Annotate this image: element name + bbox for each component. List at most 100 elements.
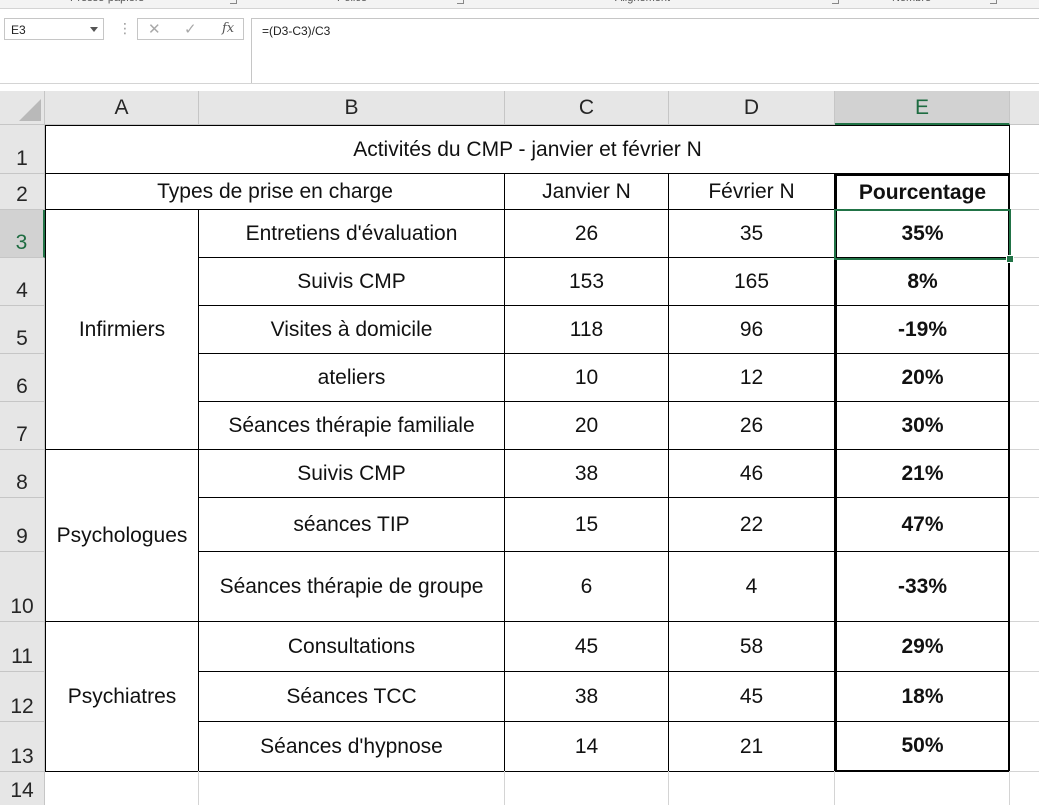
header-february-cell[interactable]: Février N <box>669 174 835 210</box>
february-cell[interactable]: 35 <box>669 210 835 258</box>
row-header-1[interactable]: 1 <box>0 125 45 174</box>
february-cell[interactable]: 21 <box>669 722 835 772</box>
ribbon-group-alignment[interactable]: Alignement <box>615 0 670 4</box>
january-cell[interactable]: 6 <box>505 552 669 622</box>
percentage-cell[interactable]: 35% <box>835 210 1010 258</box>
number-launcher-icon[interactable] <box>990 0 997 4</box>
chevron-down-icon[interactable] <box>90 27 98 32</box>
percentage-cell[interactable]: 8% <box>835 258 1010 306</box>
ribbon-group-clipboard[interactable]: Presse-papiers <box>70 0 144 4</box>
january-cell[interactable]: 118 <box>505 306 669 354</box>
column-header-b[interactable]: B <box>199 91 505 125</box>
row-number: 12 <box>10 695 34 718</box>
insert-function-icon[interactable]: fx <box>222 21 235 36</box>
gridline <box>834 771 835 805</box>
row-header-10[interactable]: 10 <box>0 552 45 622</box>
header-january-cell[interactable]: Janvier N <box>505 174 669 210</box>
type-cell[interactable]: Entretiens d'évaluation <box>199 210 505 258</box>
row-header-8[interactable]: 8 <box>0 450 45 498</box>
row-header-7[interactable]: 7 <box>0 402 45 450</box>
fill-handle[interactable] <box>1006 255 1014 263</box>
february-cell[interactable]: 165 <box>669 258 835 306</box>
february-cell[interactable]: 26 <box>669 402 835 450</box>
sheet-title-cell[interactable]: Activités du CMP - janvier et février N <box>45 125 1010 174</box>
january-cell[interactable]: 26 <box>505 210 669 258</box>
header-percentage-cell[interactable]: Pourcentage <box>835 174 1010 210</box>
percentage-cell[interactable]: 18% <box>835 672 1010 722</box>
row-header-9[interactable]: 9 <box>0 498 45 552</box>
cancel-icon[interactable]: ✕ <box>148 21 161 38</box>
ribbon-group-number[interactable]: Nombre <box>892 0 931 4</box>
type-cell[interactable]: Consultations <box>199 622 505 672</box>
select-all-triangle-icon <box>19 99 41 121</box>
february-cell[interactable]: 58 <box>669 622 835 672</box>
january-cell[interactable]: 45 <box>505 622 669 672</box>
type-cell[interactable]: Séances thérapie familiale <box>199 402 505 450</box>
row-number: 4 <box>16 279 28 302</box>
formula-input[interactable]: =(D3-C3)/C3 <box>251 18 1039 92</box>
row-number: 7 <box>16 423 28 446</box>
type-cell[interactable]: Séances thérapie de groupe <box>199 552 505 622</box>
column-header-e[interactable]: E <box>835 91 1010 125</box>
type-cell[interactable]: séances TIP <box>199 498 505 552</box>
font-launcher-icon[interactable] <box>457 0 464 4</box>
row-header-14[interactable]: 14 <box>0 772 45 805</box>
gridline <box>1010 671 1039 672</box>
february-cell[interactable]: 4 <box>669 552 835 622</box>
row-header-12[interactable]: 12 <box>0 672 45 722</box>
drag-handle-icon[interactable]: ⋮ <box>118 20 132 36</box>
february-cell[interactable]: 45 <box>669 672 835 722</box>
january-cell[interactable]: 20 <box>505 402 669 450</box>
ribbon-group-font[interactable]: Police <box>337 0 367 4</box>
row-number: 5 <box>16 327 28 350</box>
header-type-cell[interactable]: Types de prise en charge <box>45 174 505 210</box>
row-number: 3 <box>15 231 28 254</box>
january-cell[interactable]: 38 <box>505 672 669 722</box>
row-header-13[interactable]: 13 <box>0 722 45 772</box>
type-cell[interactable]: Suivis CMP <box>199 258 505 306</box>
percentage-cell[interactable]: 30% <box>835 402 1010 450</box>
percentage-cell[interactable]: 50% <box>835 722 1010 772</box>
group-cell-psychiatres[interactable]: Psychiatres <box>45 622 199 772</box>
percentage-cell[interactable]: 29% <box>835 622 1010 672</box>
group-cell-infirmiers[interactable]: Infirmiers <box>45 210 199 450</box>
column-header-c[interactable]: C <box>505 91 669 125</box>
alignment-launcher-icon[interactable] <box>832 0 839 4</box>
row-number: 8 <box>16 471 28 494</box>
january-cell[interactable]: 38 <box>505 450 669 498</box>
column-header-f[interactable] <box>1010 91 1039 125</box>
column-header-a[interactable]: A <box>45 91 199 125</box>
select-all-button[interactable] <box>0 91 45 125</box>
name-box[interactable]: E3 <box>4 18 104 40</box>
row-header-4[interactable]: 4 <box>0 258 45 306</box>
row-number: 14 <box>10 779 34 802</box>
type-cell[interactable]: Visites à domicile <box>199 306 505 354</box>
percentage-cell[interactable]: 20% <box>835 354 1010 402</box>
row-header-2[interactable]: 2 <box>0 174 45 210</box>
enter-icon[interactable]: ✓ <box>184 21 197 38</box>
percentage-cell[interactable]: 47% <box>835 498 1010 552</box>
january-cell[interactable]: 14 <box>505 722 669 772</box>
row-header-5[interactable]: 5 <box>0 306 45 354</box>
percentage-cell[interactable]: 21% <box>835 450 1010 498</box>
type-cell[interactable]: Séances d'hypnose <box>199 722 505 772</box>
row-header-11[interactable]: 11 <box>0 622 45 672</box>
row-number: 10 <box>10 595 34 618</box>
group-cell-psychologues[interactable]: Psychologues <box>45 450 199 622</box>
row-header-6[interactable]: 6 <box>0 354 45 402</box>
type-cell[interactable]: Suivis CMP <box>199 450 505 498</box>
january-cell[interactable]: 153 <box>505 258 669 306</box>
row-header-3[interactable]: 3 <box>0 210 45 258</box>
february-cell[interactable]: 12 <box>669 354 835 402</box>
type-cell[interactable]: Séances TCC <box>199 672 505 722</box>
january-cell[interactable]: 15 <box>505 498 669 552</box>
february-cell[interactable]: 22 <box>669 498 835 552</box>
february-cell[interactable]: 46 <box>669 450 835 498</box>
type-cell[interactable]: ateliers <box>199 354 505 402</box>
percentage-cell[interactable]: -19% <box>835 306 1010 354</box>
column-header-d[interactable]: D <box>669 91 835 125</box>
clipboard-launcher-icon[interactable] <box>230 0 237 4</box>
percentage-cell[interactable]: -33% <box>835 552 1010 622</box>
february-cell[interactable]: 96 <box>669 306 835 354</box>
january-cell[interactable]: 10 <box>505 354 669 402</box>
